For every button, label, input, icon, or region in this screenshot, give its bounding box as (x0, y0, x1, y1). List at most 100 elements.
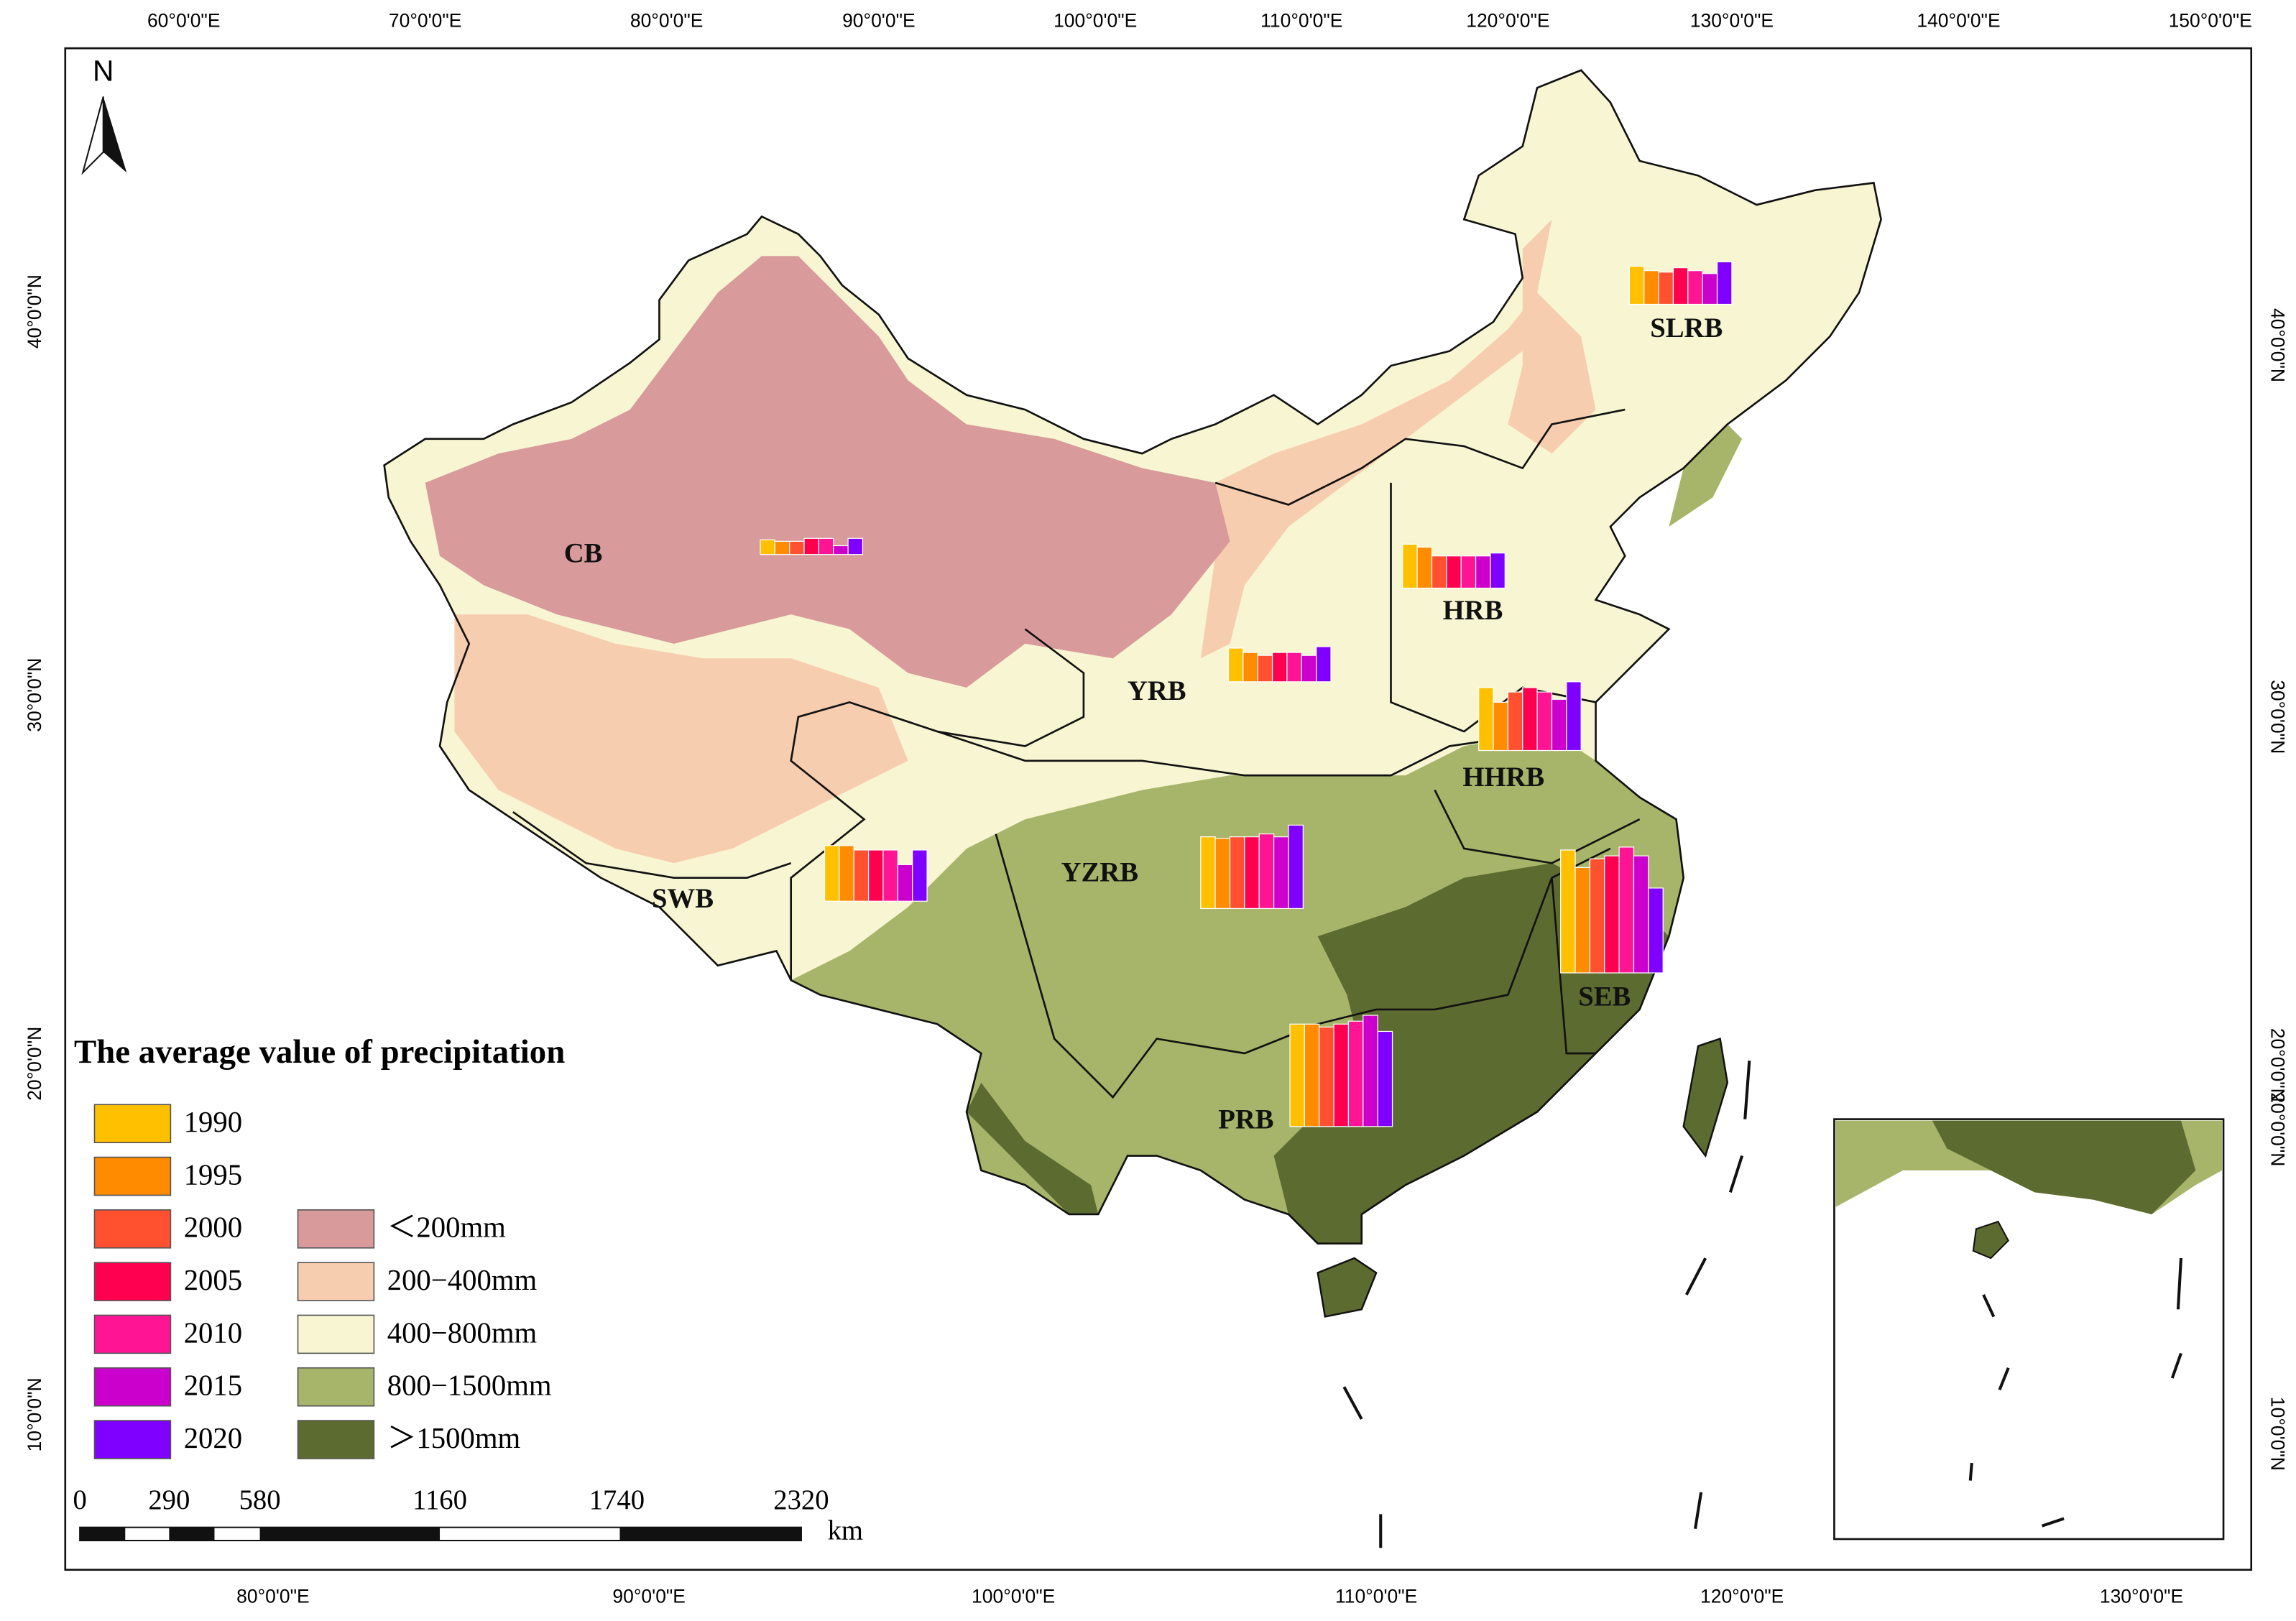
basin-label: SLRB (1650, 313, 1723, 343)
dash (2170, 1352, 2182, 1379)
legend-swatch (297, 1262, 375, 1301)
bar (1416, 546, 1433, 589)
bar (1377, 1030, 1393, 1127)
bar (897, 864, 913, 902)
scale-segment (619, 1527, 801, 1541)
zone-800-1500 (1669, 424, 1743, 527)
bar (1244, 836, 1260, 910)
bar (1271, 652, 1288, 683)
zone-200-400 (454, 614, 908, 864)
bar (1575, 867, 1591, 974)
bar (1402, 543, 1418, 589)
bar (1289, 1023, 1305, 1127)
bar (847, 537, 864, 555)
legend-swatch (93, 1262, 172, 1301)
latitude-label: 30°0'0"N (2267, 680, 2288, 754)
longitude-label: 80°0'0"E (630, 10, 704, 32)
bar (774, 540, 790, 555)
longitude-label: 90°0'0"E (612, 1585, 686, 1607)
longitude-label: 100°0'0"E (972, 1585, 1055, 1607)
bar (1522, 687, 1538, 752)
basin-border (995, 833, 1611, 1099)
legend-swatch (93, 1367, 172, 1407)
legend-label: 800−1500mm (387, 1370, 552, 1402)
bar (824, 845, 840, 902)
bar (1648, 887, 1664, 974)
inset-hainan (1972, 1220, 2009, 1260)
bar (853, 849, 870, 902)
longitude-label: 130°0'0"E (2100, 1585, 2183, 1607)
bar (1257, 655, 1273, 683)
inset-map (1833, 1118, 2225, 1541)
basin-label: SEB (1578, 982, 1631, 1012)
legend-swatch (297, 1314, 375, 1354)
dash (1743, 1061, 1751, 1119)
basin-border (936, 730, 1552, 777)
longitude-label: 150°0'0"E (2169, 10, 2252, 32)
zone-lt-200 (425, 256, 1230, 688)
latitude-label: 30°0'0"N (24, 658, 45, 732)
legend-label: ＜200mm (387, 1211, 506, 1244)
dash (1693, 1492, 1703, 1530)
legend-swatch (93, 1420, 172, 1459)
scale-segment (259, 1527, 441, 1541)
bar (818, 537, 834, 555)
bar (1214, 838, 1231, 910)
hainan (1317, 1257, 1378, 1318)
latitude-label: 40°0'0"N (24, 274, 45, 348)
bar (1702, 273, 1718, 305)
bar (882, 849, 898, 902)
bar (1200, 836, 1216, 910)
dash (1998, 1367, 2010, 1391)
dash (2041, 1517, 2065, 1528)
basin-border (790, 628, 1085, 981)
bar (1643, 270, 1659, 305)
bar (1628, 265, 1645, 305)
bar (1229, 836, 1245, 910)
bar (1301, 655, 1317, 683)
basin-label: YRB (1128, 676, 1186, 706)
bar (839, 845, 854, 902)
latitude-label: 20°0'0"N (24, 1027, 45, 1101)
north-arrow-right (103, 96, 127, 173)
legend-label: 1995 (184, 1158, 242, 1191)
bar (1507, 691, 1523, 752)
longitude-label: 80°0'0"E (236, 1585, 310, 1607)
legend-label: 2020 (184, 1422, 242, 1454)
bar (1604, 855, 1620, 974)
legend-label: 2015 (184, 1370, 242, 1402)
scale-label: 0 (73, 1485, 86, 1515)
longitude-label: 110°0'0"E (1260, 10, 1342, 32)
longitude-label: 70°0'0"E (389, 10, 462, 32)
basin-border (1551, 877, 1596, 1055)
basin-label: YZRB (1061, 857, 1138, 887)
scale-label: 2320 (773, 1485, 829, 1515)
bar (867, 849, 884, 902)
legend-label: 200−400mm (387, 1264, 538, 1296)
bar (912, 849, 928, 902)
bar (1478, 687, 1494, 752)
bar (1431, 555, 1447, 589)
taiwan (1682, 1038, 1729, 1158)
bar (833, 545, 849, 555)
basin-label: CB (564, 539, 603, 569)
basin-border (1434, 789, 1641, 864)
bar (1286, 652, 1302, 683)
bar (1633, 855, 1649, 974)
dash (1684, 1257, 1707, 1296)
bar (1363, 1015, 1378, 1127)
dash (1342, 1386, 1363, 1420)
bar (1258, 833, 1275, 910)
scale-label: 1740 (589, 1485, 645, 1515)
bar (1227, 647, 1244, 683)
longitude-label: 100°0'0"E (1054, 10, 1137, 32)
bar (1347, 1020, 1364, 1127)
bar (1490, 553, 1506, 589)
bar (1475, 555, 1491, 589)
bar (1319, 1026, 1334, 1127)
basin-label: HHRB (1462, 762, 1544, 793)
legend-label: 2005 (184, 1264, 242, 1296)
latitude-label: 40°0'0"N (2267, 308, 2288, 382)
basin-label: PRB (1218, 1105, 1273, 1135)
